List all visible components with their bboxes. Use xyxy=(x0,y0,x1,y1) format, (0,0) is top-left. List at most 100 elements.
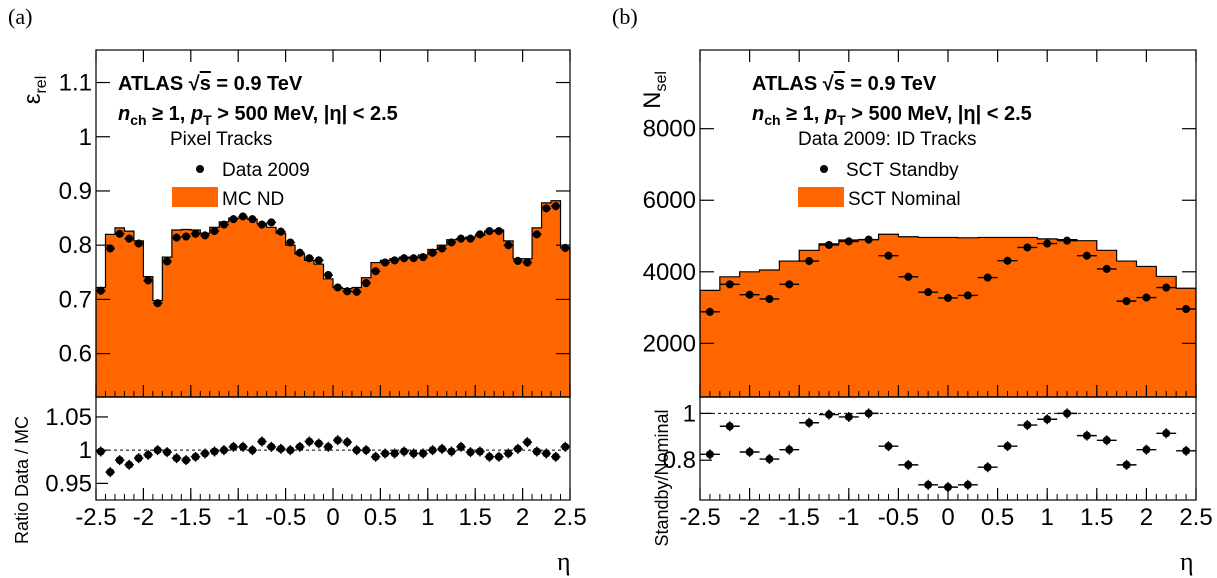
x-tick-label: -0.5 xyxy=(265,504,306,531)
data-point xyxy=(918,288,939,297)
ratio-y-tick-label: 0.8 xyxy=(663,447,696,474)
ratio-point xyxy=(323,441,333,452)
ratio-y-tick-label: 1 xyxy=(79,437,92,464)
data-point xyxy=(957,291,978,300)
ratio-point xyxy=(361,445,371,456)
ratio-point xyxy=(1136,444,1157,455)
ratio-point xyxy=(1116,459,1137,470)
ratio-y-tick-label: 1.05 xyxy=(45,404,92,431)
data-point xyxy=(389,256,400,265)
data-point xyxy=(997,256,1018,265)
data-point xyxy=(96,286,106,295)
ratio-point xyxy=(96,446,106,457)
data-point xyxy=(484,227,495,236)
ratio-point xyxy=(1017,420,1038,431)
data-point xyxy=(285,238,296,247)
data-point xyxy=(105,244,115,253)
panel-b-legend-header: Data 2009: ID Tracks xyxy=(798,129,976,150)
y-tick-label: 2000 xyxy=(643,330,696,357)
x-tick-label: -1 xyxy=(838,504,859,531)
ratio-point xyxy=(997,441,1018,452)
data-point xyxy=(1116,297,1137,306)
ratio-point xyxy=(532,446,542,457)
y-tick-label: 0.6 xyxy=(59,341,92,368)
ratio-point xyxy=(1156,428,1177,439)
x-tick-label: 1.5 xyxy=(459,504,492,531)
ratio-point xyxy=(1057,408,1077,419)
x-tick-label: 2 xyxy=(1140,504,1153,531)
data-point xyxy=(739,290,760,299)
data-point xyxy=(898,272,919,281)
ratio-point xyxy=(238,441,248,452)
data-point xyxy=(1057,236,1077,245)
ratio-point xyxy=(152,445,163,456)
x-tick-label: 0.5 xyxy=(364,504,397,531)
y-tick-label: 6000 xyxy=(643,187,696,214)
data-point xyxy=(799,257,820,266)
ratio-point xyxy=(162,447,172,458)
ratio-point xyxy=(465,447,476,458)
ratio-point xyxy=(513,443,523,454)
data-point xyxy=(427,248,438,257)
panel-b-ratio-ylabel: Standby/Nominal xyxy=(652,409,672,546)
data-point xyxy=(1156,283,1177,292)
x-tick-label: -2 xyxy=(739,504,760,531)
ratio-point xyxy=(276,443,286,454)
data-point xyxy=(370,267,381,276)
data-point xyxy=(858,235,879,244)
panel-b: (b) Nsel 2000 4000 6000 8000 0.8 1 -2.5 -2 -1.5… xyxy=(612,4,1213,576)
x-tick-label: -2.5 xyxy=(75,504,116,531)
data-point xyxy=(938,293,958,302)
data-point xyxy=(1076,251,1097,260)
data-point xyxy=(408,254,419,263)
panel-a-tag: (a) xyxy=(8,4,32,29)
panel-a-legend-marker xyxy=(196,165,204,173)
ratio-point xyxy=(878,441,899,452)
data-point xyxy=(759,294,780,303)
ratio-point xyxy=(200,448,210,459)
panel-b-tag: (b) xyxy=(612,4,638,29)
ratio-point xyxy=(759,454,780,465)
panel-a-atlas-label: ATLAS √s = 0.9 TeV xyxy=(118,73,303,95)
ratio-point xyxy=(898,459,919,470)
x-tick-label: -2 xyxy=(133,504,154,531)
ratio-point xyxy=(304,436,315,447)
ratio-point xyxy=(209,446,220,457)
panel-a-legend-data: Data 2009 xyxy=(222,160,310,181)
ratio-point xyxy=(779,444,800,455)
panel-b-legend-swatch xyxy=(798,187,844,207)
data-point xyxy=(551,202,561,211)
ratio-point xyxy=(858,408,879,419)
ratio-point xyxy=(799,417,820,428)
data-point xyxy=(819,240,839,249)
x-tick-label: -1.5 xyxy=(170,504,211,531)
ratio-point xyxy=(700,449,720,460)
x-tick-label: 2.5 xyxy=(553,504,586,531)
panel-b-cuts-label: nch ≥ 1, pT > 500 MeV, |η| < 2.5 xyxy=(752,103,1032,128)
data-point xyxy=(304,254,315,263)
data-point xyxy=(162,257,172,266)
data-point xyxy=(323,271,333,280)
data-point xyxy=(465,234,476,243)
ratio-point xyxy=(446,446,457,457)
ratio-point xyxy=(342,437,352,448)
y-tick-label: 0.7 xyxy=(59,286,92,313)
ratio-point xyxy=(266,441,277,452)
ratio-point xyxy=(133,453,144,464)
ratio-point xyxy=(190,451,201,462)
data-point xyxy=(190,229,201,238)
ratio-point xyxy=(143,449,153,460)
panel-b-legend-standby: SCT Standby xyxy=(846,160,959,181)
ratio-point xyxy=(333,435,343,446)
x-tick-label: -1.5 xyxy=(779,504,820,531)
data-point xyxy=(238,212,248,221)
data-point xyxy=(351,287,362,296)
ratio-point xyxy=(503,448,514,459)
ratio-point xyxy=(719,421,740,432)
panel-b-atlas-label: ATLAS √s = 0.9 TeV xyxy=(752,73,937,95)
ratio-point xyxy=(124,459,134,470)
panel-a-legend-header: Pixel Tracks xyxy=(170,129,272,150)
data-point xyxy=(437,244,447,253)
y-tick-label: 1.1 xyxy=(59,70,92,97)
y-tick-label: 4000 xyxy=(643,259,696,286)
